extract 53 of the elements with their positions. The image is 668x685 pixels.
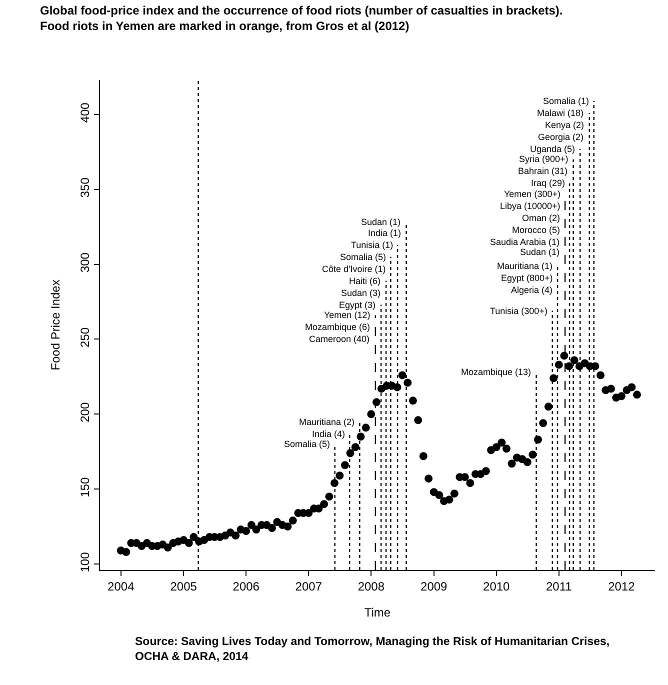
annotation: Georgia (2) xyxy=(538,132,584,142)
annotation: Tunisia (300+) xyxy=(490,306,548,316)
chart-title: Global food-price index and the occurrence of food riots (number of casualties in brackets). Food riots in Yemen are marked in orange, from Gros et al (2012) xyxy=(40,3,563,33)
annotation: Iraq (29) xyxy=(531,178,566,188)
annotation: Egypt (3) xyxy=(339,300,376,310)
annotation: Cameroon (40) xyxy=(309,334,370,344)
annotation: Bahrain (31) xyxy=(518,166,568,176)
annotation: Sudan (1) xyxy=(520,247,560,257)
annotation: Somalia (1) xyxy=(543,96,590,106)
annotation: Malawi (18) xyxy=(537,108,584,118)
annotation: Uganda (5) xyxy=(530,144,576,154)
y-tick-label: 200 xyxy=(78,402,92,422)
annotation: Mauritiana (1) xyxy=(497,261,553,271)
x-tick-label: 2008 xyxy=(358,579,385,594)
annotation: Yemen (300+) xyxy=(504,189,560,199)
annotation: Egypt (800+) xyxy=(501,273,553,283)
y-tick-label: 350 xyxy=(78,177,92,198)
annotation: Mozambique (13) xyxy=(461,367,532,377)
annotation: Mauritiana (2) xyxy=(299,417,355,427)
annotation: Somalia (5) xyxy=(340,252,386,262)
x-tick-label: 2012 xyxy=(608,579,636,594)
annotation: India (4) xyxy=(312,429,346,439)
x-axis-title: Time xyxy=(364,605,391,620)
y-tick-label: 400 xyxy=(78,102,92,123)
annotation: Yemen (12) xyxy=(324,310,370,320)
annotation: Morocco (5) xyxy=(512,225,560,235)
x-tick-label: 2005 xyxy=(170,579,198,594)
y-tick-label: 250 xyxy=(78,327,92,348)
annotation: Haiti (6) xyxy=(349,276,381,286)
annotation: Libya (10000+) xyxy=(500,201,560,211)
annotation: Mozambique (6) xyxy=(305,322,370,332)
y-axis-title: Food Price Index xyxy=(48,280,62,370)
annotation: Saudia Arabia (1) xyxy=(490,237,560,247)
x-tick-label: 2006 xyxy=(232,579,260,594)
x-tick-label: 2011 xyxy=(546,579,572,594)
annotation: Sudan (3) xyxy=(341,288,381,298)
y-tick-label: 300 xyxy=(78,252,92,273)
annotation: India (1) xyxy=(368,228,402,238)
annotation: Syria (900+) xyxy=(519,154,568,164)
source-note: Source: Saving Lives Today and Tomorrow, Managing the Risk of Humanitarian Crises, OCHA & DARA, 2014 xyxy=(135,636,610,663)
annotation: Sudan (1) xyxy=(361,217,401,227)
x-tick-label: 2007 xyxy=(295,579,322,594)
annotation: Kenya (2) xyxy=(545,120,584,130)
x-tick-label: 2009 xyxy=(420,579,448,594)
y-tick-label: 150 xyxy=(78,476,92,498)
x-tick-label: 2010 xyxy=(483,579,510,594)
y-tick-label: 100 xyxy=(78,552,92,572)
annotation: Côte d'Ivoire (1) xyxy=(322,264,386,274)
annotation: Tunisia (1) xyxy=(351,240,394,250)
annotation: Algeria (4) xyxy=(511,285,553,295)
annotation: Somalia (5) xyxy=(284,439,330,449)
x-tick-label: 2004 xyxy=(108,579,135,594)
annotation: Oman (2) xyxy=(522,213,560,223)
